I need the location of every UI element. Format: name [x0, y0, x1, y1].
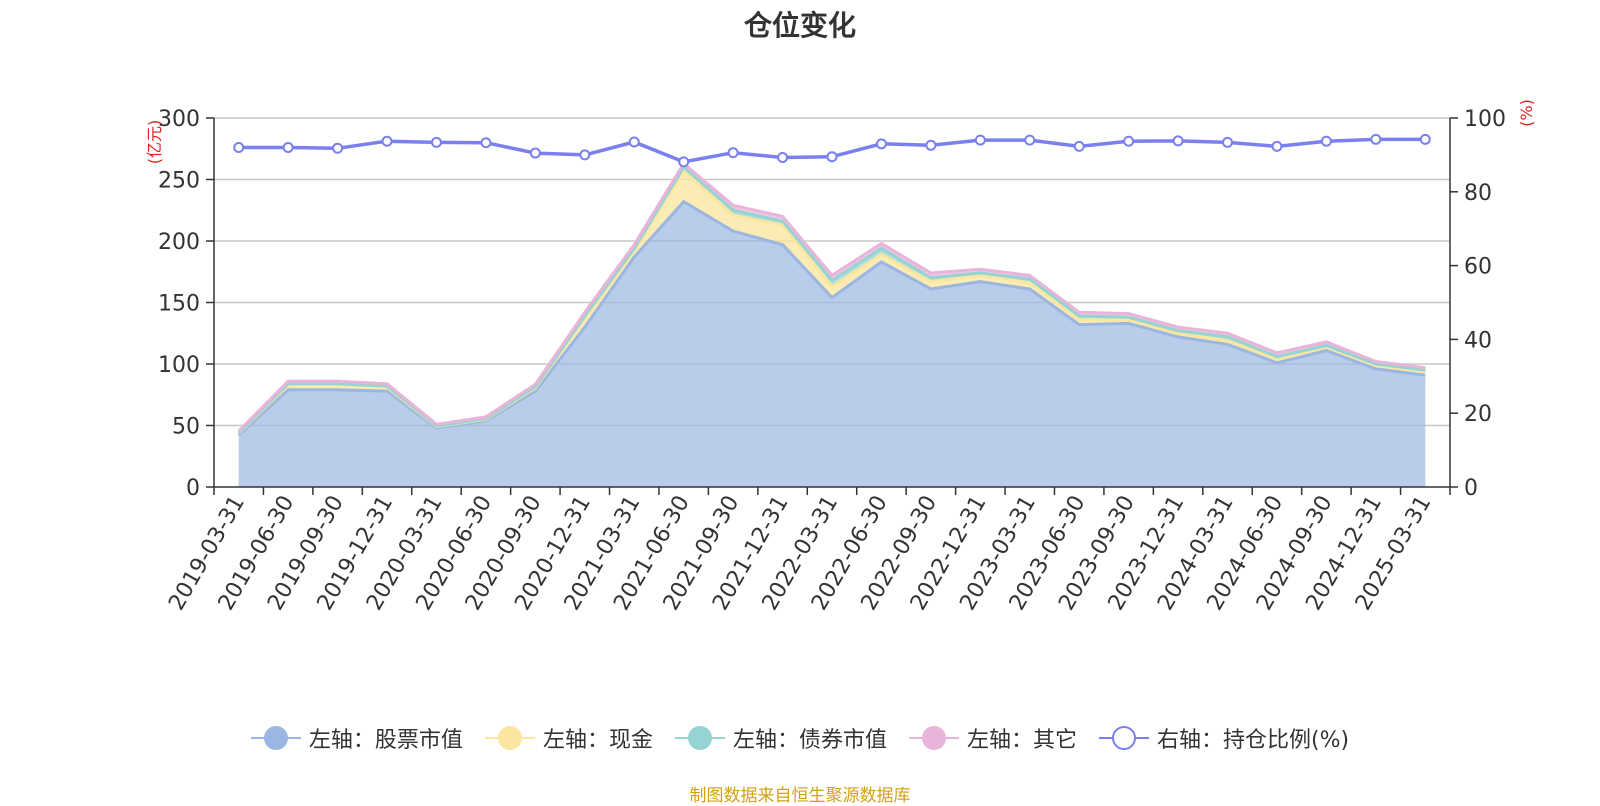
chart-legend: 左轴：股票市值 左轴：现金 左轴：债券市值 左轴：其它 右轴：持仓比例(%)	[0, 722, 1600, 754]
left-axis-tick-label: 150	[158, 292, 200, 317]
holding-ratio-point	[777, 151, 789, 163]
chart-title: 仓位变化	[743, 9, 856, 42]
holding-ratio-point	[826, 151, 838, 163]
right-axis-unit: (%)	[1517, 99, 1536, 127]
legend-item-cash[interactable]: 左轴：现金	[484, 722, 653, 754]
holding-ratio-point	[1073, 140, 1085, 152]
right-axis-tick-label: 20	[1464, 402, 1492, 427]
area-edge-series-3	[237, 162, 1426, 433]
holding-ratio-point	[974, 134, 986, 146]
holding-ratio-point	[529, 147, 541, 159]
left-axis-tick-label: 300	[158, 107, 200, 132]
holding-ratio-point	[1123, 135, 1135, 147]
holding-ratio-point	[480, 137, 492, 149]
legend-label: 右轴：持仓比例(%)	[1156, 728, 1350, 753]
legend-label: 左轴：其它	[966, 728, 1077, 753]
left-axis-tick-label: 250	[158, 169, 200, 194]
holding-ratio-point	[1271, 140, 1283, 152]
left-axis-tick-label: 50	[172, 415, 200, 440]
left-axis-tick-label: 100	[158, 353, 200, 378]
holding-ratio-point	[1419, 133, 1431, 145]
legend-item-holding-ratio[interactable]: 右轴：持仓比例(%)	[1098, 722, 1350, 754]
holding-ratio-point	[430, 136, 442, 148]
position-change-chart: 050100150200250300020406080100(亿元)(%)201…	[145, 99, 1536, 615]
legend-marker-icon	[908, 724, 959, 752]
legend-label: 左轴：股票市值	[308, 728, 463, 753]
area-edge-series-2	[237, 165, 1426, 434]
legend-label: 左轴：现金	[542, 728, 653, 753]
holding-ratio-point	[1320, 135, 1332, 147]
holding-ratio-point	[1370, 133, 1382, 145]
legend-label: 左轴：债券市值	[732, 728, 887, 753]
holding-ratio-point	[678, 156, 690, 168]
holding-ratio-point	[233, 142, 245, 154]
right-axis-tick-label: 0	[1464, 476, 1478, 501]
holding-ratio-point	[1222, 136, 1234, 148]
legend-item-other[interactable]: 左轴：其它	[908, 722, 1077, 754]
holding-ratio-point	[727, 147, 739, 159]
holding-ratio-point	[875, 138, 887, 150]
left-axis-unit: (亿元)	[145, 120, 164, 165]
legend-item-stock[interactable]: 左轴：股票市值	[250, 722, 463, 754]
legend-item-bond[interactable]: 左轴：债券市值	[674, 722, 887, 754]
holding-ratio-point	[628, 136, 640, 148]
left-axis-tick-label: 200	[158, 230, 200, 255]
right-axis-tick-label: 40	[1464, 328, 1492, 353]
holding-ratio-point	[282, 142, 294, 154]
legend-marker-icon	[250, 724, 301, 752]
holding-ratio-point	[1024, 134, 1036, 146]
data-source-note: 制图数据来自恒生聚源数据库	[689, 786, 911, 806]
legend-marker-icon	[1098, 724, 1149, 752]
right-axis-tick-label: 60	[1464, 255, 1492, 280]
holding-ratio-point	[925, 139, 937, 151]
holding-ratio-point	[381, 135, 393, 147]
left-axis-tick-label: 0	[186, 476, 200, 501]
holding-ratio-point	[332, 142, 344, 154]
right-axis-tick-label: 100	[1464, 107, 1506, 132]
holding-ratio-point	[1172, 135, 1184, 147]
legend-marker-icon	[674, 724, 725, 752]
area-series-0	[238, 201, 1426, 487]
legend-marker-icon	[484, 724, 535, 752]
holding-ratio-point	[579, 149, 591, 161]
right-axis-tick-label: 80	[1464, 181, 1492, 206]
